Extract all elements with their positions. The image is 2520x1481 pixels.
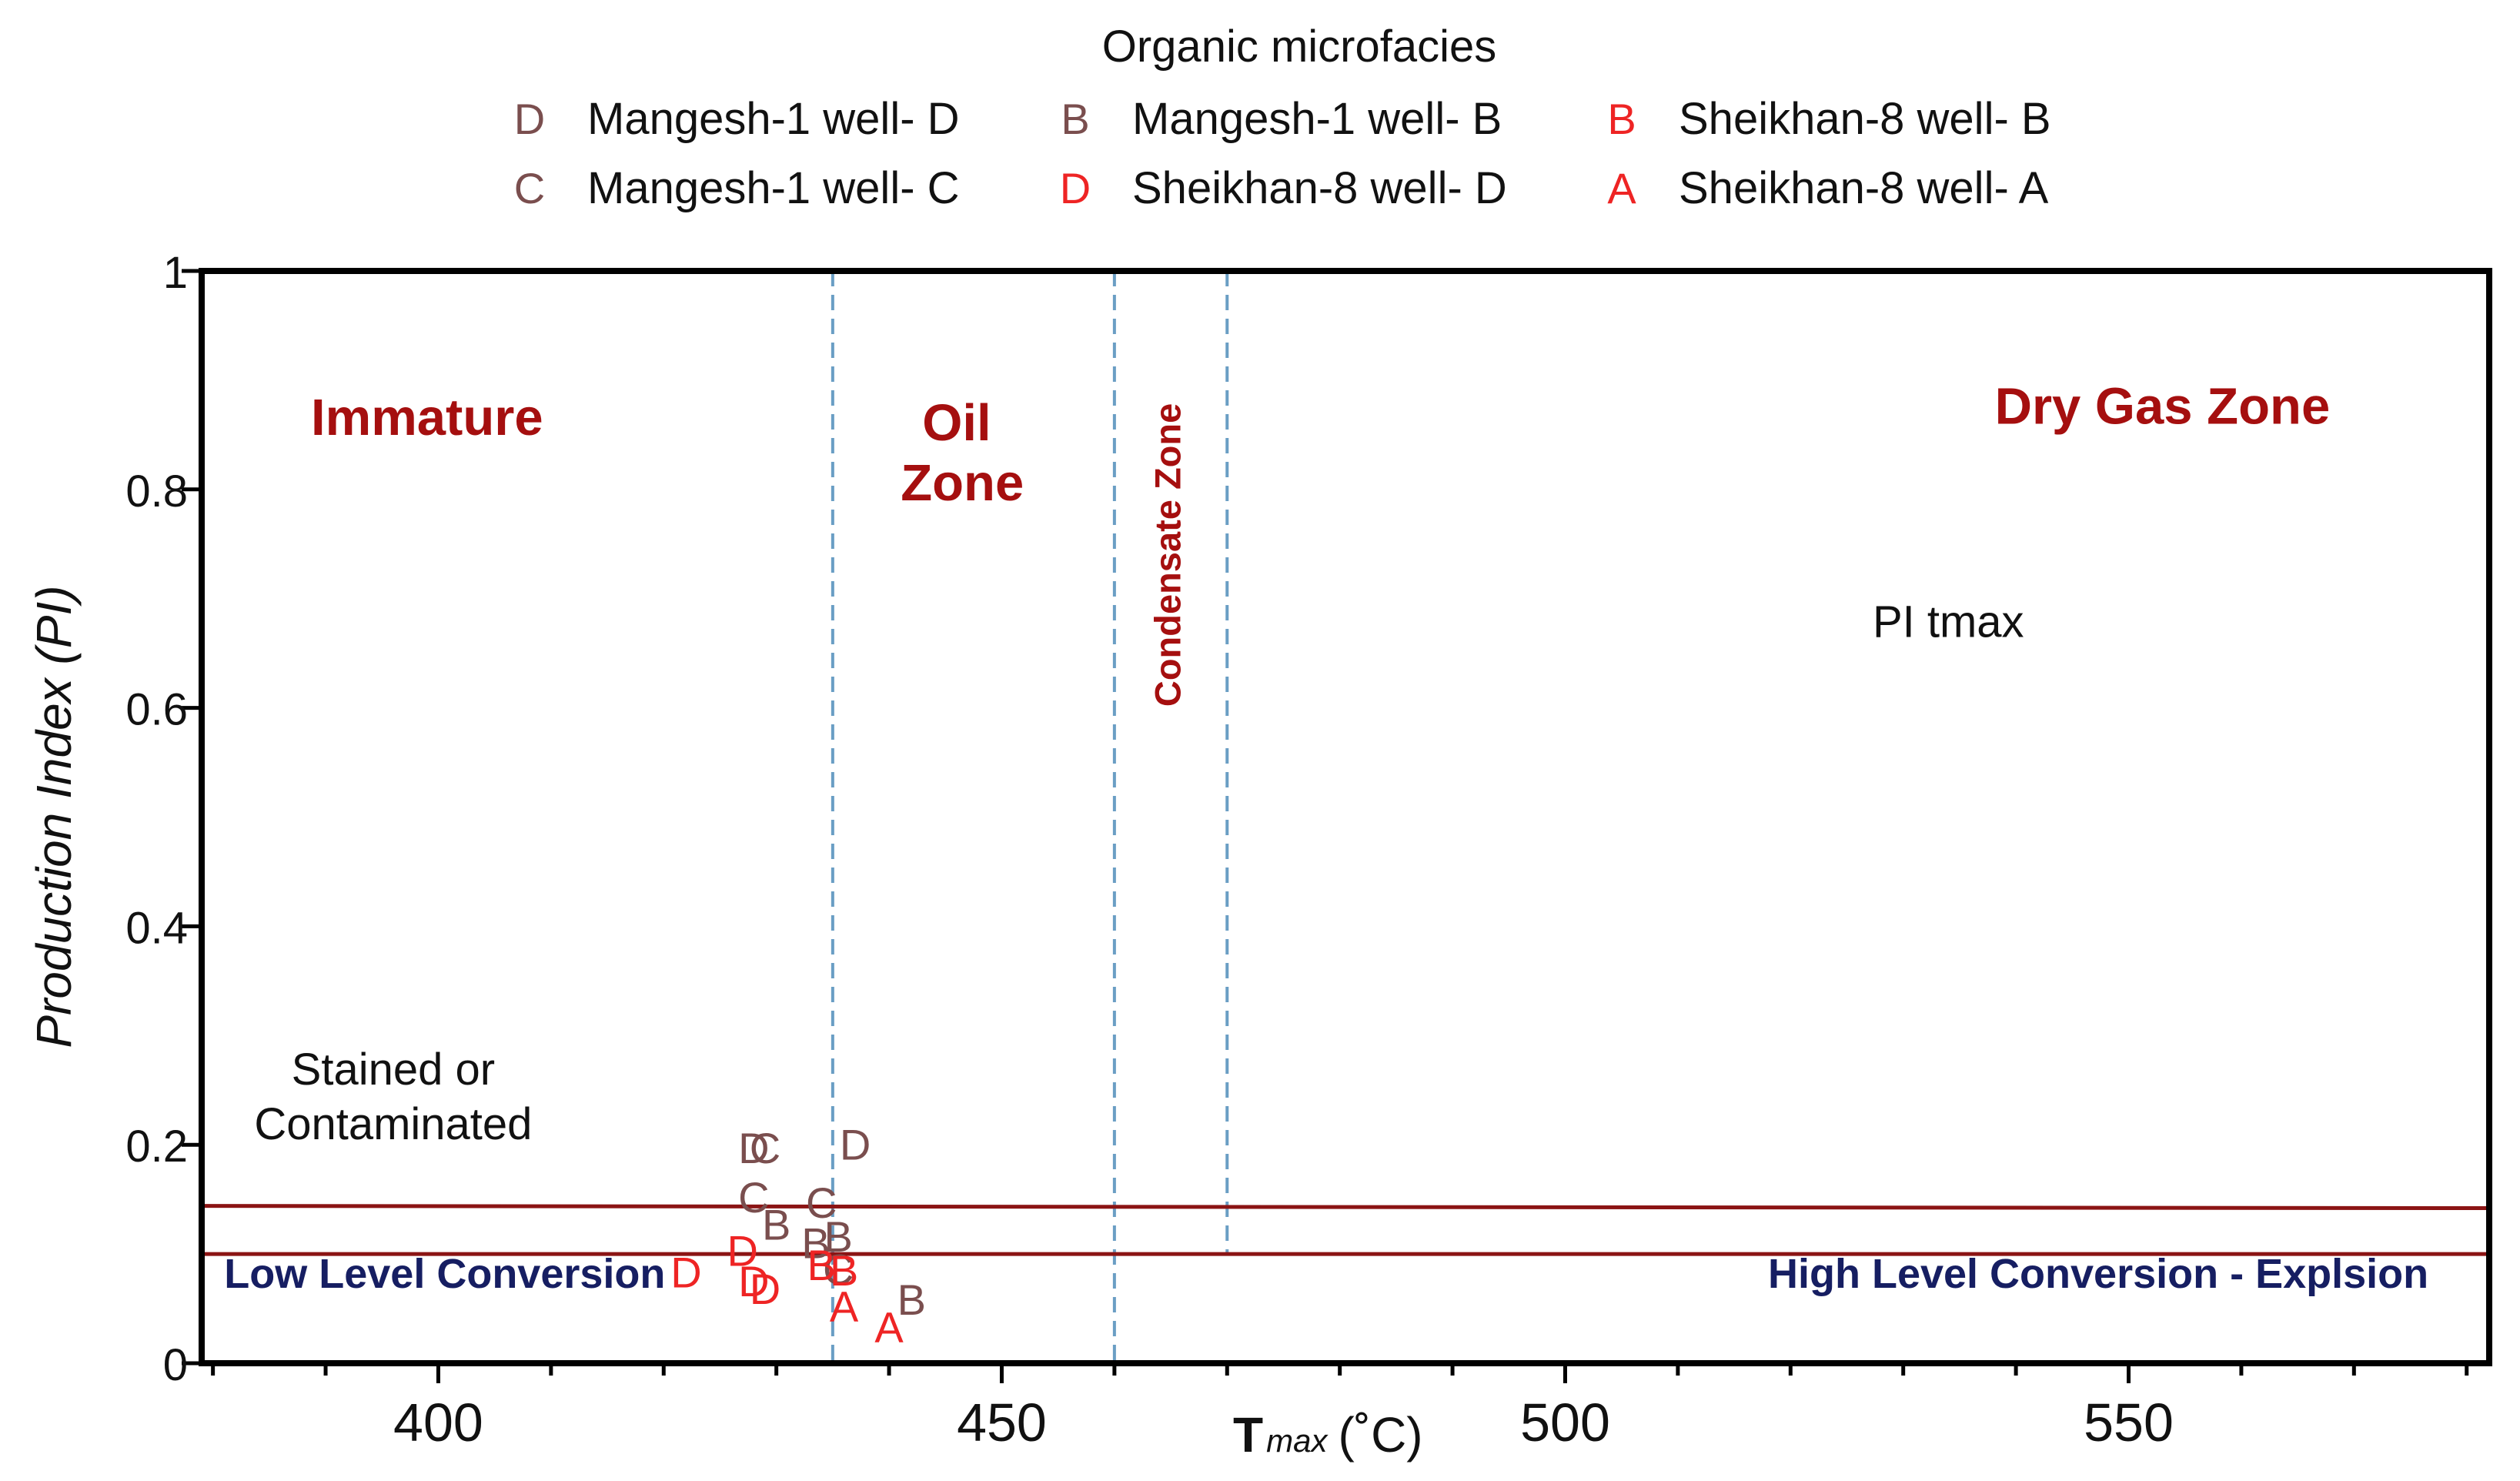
- zone-label: Dry Gas Zone: [1995, 378, 2331, 436]
- data-point: C: [738, 1173, 769, 1222]
- legend-label: Sheikhan-8 well- A: [1679, 163, 2049, 213]
- zone-label: Zone: [901, 454, 1024, 512]
- legend-label: Sheikhan-8 well- D: [1132, 163, 1507, 213]
- legend-marker: B: [1061, 95, 1089, 143]
- legend-label: Mangesh-1 well- D: [587, 94, 960, 144]
- x-tick-label: 500: [1520, 1392, 1610, 1453]
- y-tick-label: 0.8: [125, 466, 188, 517]
- data-point: A: [830, 1282, 859, 1331]
- legend-marker: D: [514, 95, 545, 143]
- legend-title: Organic microfacies: [1102, 22, 1496, 72]
- pi-threshold-line: [201, 1204, 2490, 1211]
- annotation-text: Stained or: [292, 1045, 495, 1095]
- legend-marker: B: [1607, 95, 1636, 143]
- x-tick-label: 400: [393, 1392, 483, 1453]
- condensate-zone-label: Condensate Zone: [1147, 403, 1188, 707]
- data-point: B: [824, 1212, 853, 1261]
- y-axis-label: Production Index (PI): [26, 585, 82, 1048]
- data-point: C: [750, 1124, 780, 1172]
- data-point: B: [897, 1275, 926, 1324]
- data-point: A: [874, 1303, 904, 1352]
- legend-label: Mangesh-1 well- B: [1132, 94, 1502, 144]
- data-point: B: [830, 1246, 858, 1295]
- x-axis-label: Tmax (˚C): [1233, 1407, 1423, 1463]
- conversion-label: High Level Conversion - Explsion: [1768, 1251, 2428, 1297]
- x-tick-label: 450: [957, 1392, 1047, 1453]
- legend-marker: A: [1607, 164, 1636, 212]
- zone-label: Immature: [311, 389, 543, 446]
- data-point: D: [727, 1226, 758, 1275]
- y-tick-label: 0.2: [125, 1122, 188, 1172]
- data-point: B: [801, 1219, 830, 1267]
- legend-marker: C: [514, 164, 545, 212]
- legend-label: Mangesh-1 well- C: [587, 163, 960, 213]
- data-point: D: [670, 1249, 701, 1297]
- y-tick-label: 0.6: [125, 685, 188, 735]
- data-point: B: [807, 1241, 836, 1289]
- annotation-text: PI tmax: [1873, 597, 2024, 647]
- y-tick-label: 0.4: [125, 903, 188, 953]
- data-point: D: [738, 1124, 769, 1172]
- annotation-text: Contaminated: [254, 1099, 532, 1149]
- zone-label: Oil: [922, 394, 991, 452]
- y-tick-label: 0: [163, 1340, 188, 1390]
- legend-marker: D: [1060, 164, 1091, 212]
- y-tick-label: 1: [163, 248, 188, 298]
- data-point: D: [840, 1121, 871, 1169]
- data-point: C: [823, 1245, 854, 1293]
- plot-frame: [199, 268, 2492, 1366]
- conversion-label: Low Level Conversion: [224, 1251, 665, 1297]
- data-point: D: [750, 1265, 780, 1313]
- legend-label: Sheikhan-8 well- B: [1679, 94, 2051, 144]
- data-point: C: [806, 1178, 837, 1227]
- data-point: D: [738, 1257, 769, 1305]
- x-tick-label: 550: [2084, 1392, 2174, 1453]
- data-point: B: [762, 1200, 790, 1249]
